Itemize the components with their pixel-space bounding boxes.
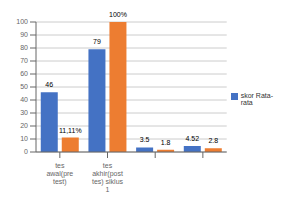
svg-text:79: 79 <box>93 38 101 45</box>
svg-text:46: 46 <box>45 81 53 88</box>
svg-text:tesawal(pretest): tesawal(pretest) <box>46 162 73 186</box>
svg-text:10: 10 <box>20 135 28 142</box>
svg-text:1.8: 1.8 <box>161 139 171 146</box>
svg-text:20: 20 <box>20 122 28 129</box>
svg-text:30: 30 <box>20 109 28 116</box>
svg-text:11,11%: 11,11% <box>59 127 82 134</box>
svg-text:2.8: 2.8 <box>208 137 218 144</box>
svg-text:tesakhir(posttes) siklus1: tesakhir(posttes) siklus1 <box>92 162 124 192</box>
svg-text:100: 100 <box>16 18 28 25</box>
svg-text:3.5: 3.5 <box>140 136 150 143</box>
svg-text:80: 80 <box>20 44 28 51</box>
html-text:skor Rata- rata: skor Rata- rata <box>240 92 273 106</box>
svg-text:4.52: 4.52 <box>185 135 199 142</box>
svg-text:50: 50 <box>20 83 28 90</box>
svg-text:70: 70 <box>20 57 28 64</box>
svg-text:90: 90 <box>20 31 28 38</box>
svg-text:60: 60 <box>20 70 28 77</box>
svg-text:0: 0 <box>24 148 28 155</box>
svg-text:40: 40 <box>20 96 28 103</box>
svg-text:100%: 100% <box>109 11 127 18</box>
